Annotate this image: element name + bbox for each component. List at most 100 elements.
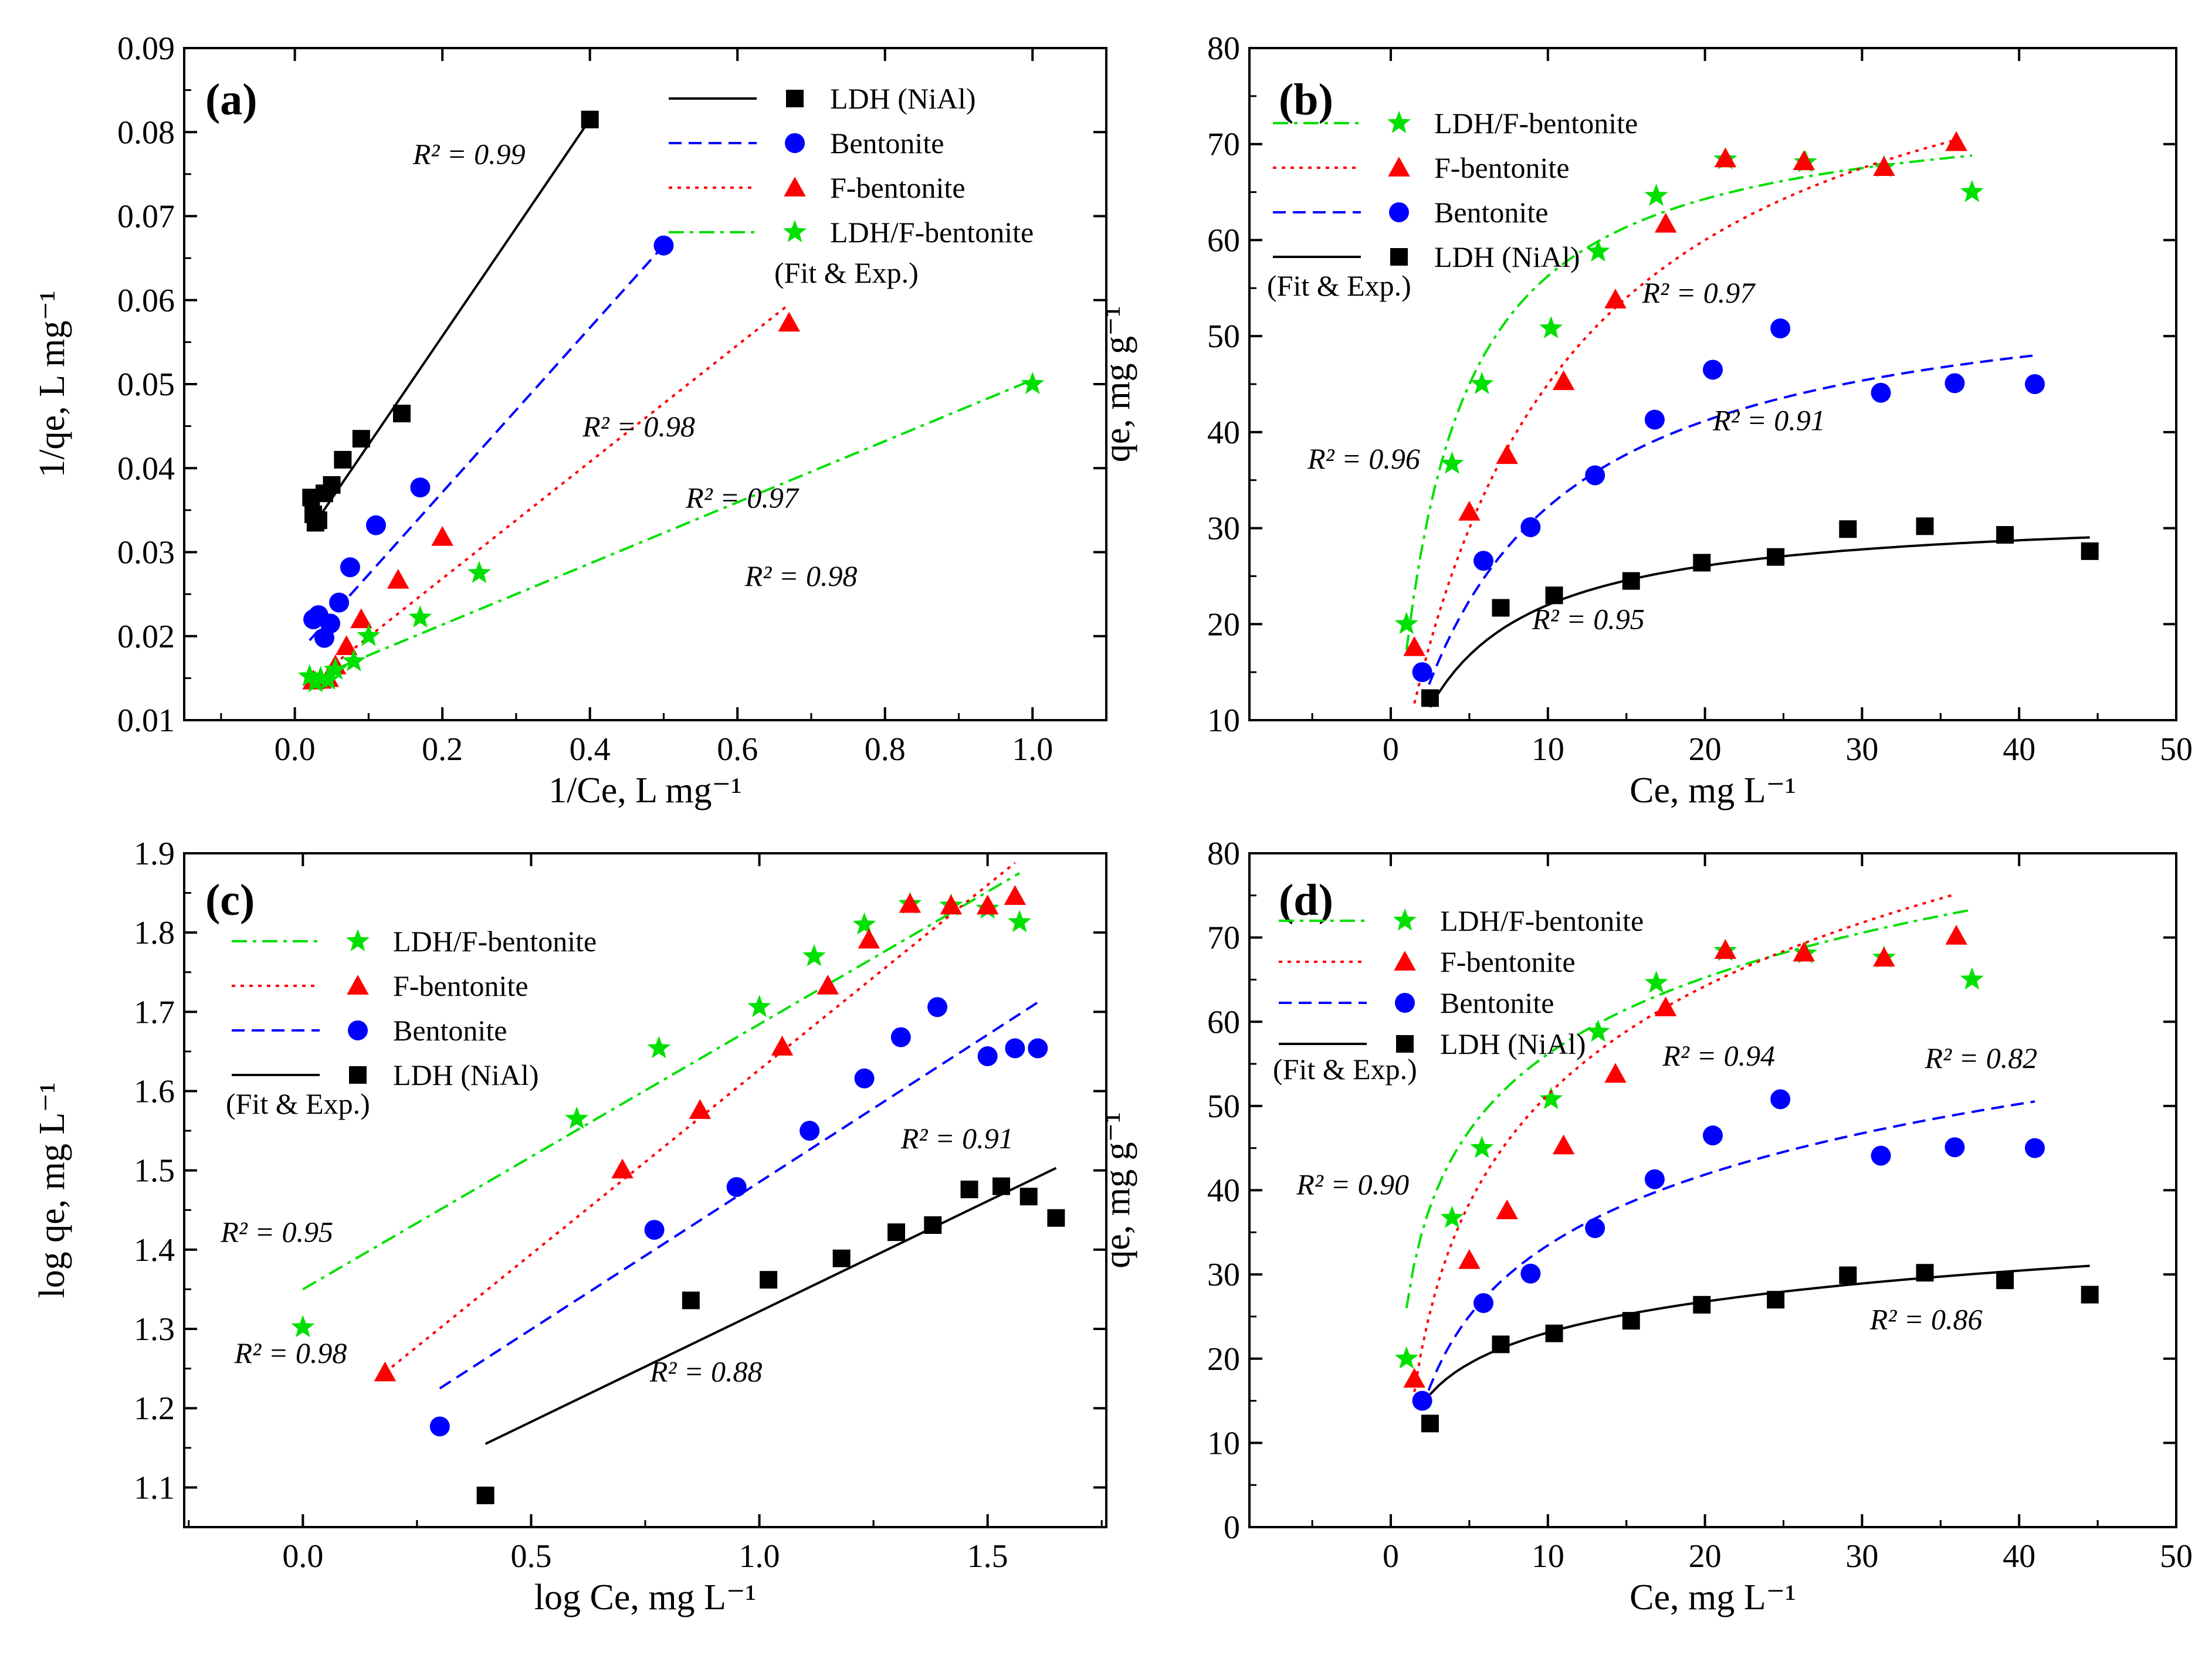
legend: LDH/F-bentonite F-bentonite Bentonite LDH (… (1273, 904, 1644, 1086)
r-squared-annotation: R² = 0.95 (1532, 602, 1645, 635)
data-point (778, 311, 800, 332)
data-point (1552, 1134, 1575, 1155)
y-tick-label: 0.02 (117, 619, 175, 655)
panel-d: 0 10 20 30 40 50 0 10 20 30 40 50 60 70 80 Ce, mg L⁻¹ qe… (1097, 836, 2193, 1617)
legend-marker (1389, 202, 1409, 222)
data-point (316, 667, 340, 690)
data-point (653, 235, 674, 256)
data-point (1960, 967, 1984, 990)
data-point (1916, 517, 1934, 535)
data-point (429, 1416, 450, 1437)
data-point (1552, 370, 1575, 391)
data-point (387, 569, 409, 589)
y-tick-label: 1.2 (134, 1390, 175, 1427)
legend-marker (784, 177, 806, 196)
legend-note: (Fit & Exp.) (774, 256, 919, 289)
y-tick-label: 0.08 (117, 114, 175, 151)
data-point (802, 944, 826, 966)
data-point (1644, 409, 1665, 430)
x-tick-label: 20 (1689, 731, 1722, 768)
data-point (1440, 1205, 1464, 1228)
y-tick-label: 60 (1207, 222, 1240, 259)
data-point (1496, 444, 1518, 464)
legend-marker (346, 929, 370, 951)
panel-label: (a) (205, 75, 258, 124)
data-point (1586, 239, 1610, 262)
data-point (291, 1315, 315, 1338)
data-point (1539, 316, 1563, 338)
data-point (1458, 500, 1481, 521)
x-tick-label: 50 (2160, 731, 2193, 768)
y-tick-label: 40 (1207, 1173, 1240, 1209)
legend-marker (783, 220, 807, 242)
y-tick-label: 1.5 (134, 1153, 175, 1189)
fit-line (1405, 908, 1973, 1308)
r-squared-annotation: R² = 0.94 (1662, 1039, 1775, 1072)
y-tick-label: 20 (1207, 606, 1240, 643)
series-3 (297, 372, 1045, 693)
y-tick-label: 80 (1207, 836, 1240, 872)
data-point (410, 477, 431, 498)
series-2 (1412, 1089, 2045, 1411)
fit-line (1413, 893, 1957, 1392)
data-point (747, 995, 771, 1017)
x-tick-label: 30 (1845, 1538, 1878, 1575)
data-point (940, 894, 963, 915)
data-point (1021, 372, 1045, 394)
x-tick-label: 10 (1532, 731, 1564, 768)
legend-label: F-bentonite (830, 171, 966, 204)
series-1 (374, 861, 1027, 1382)
y-axis-label: log qe, mg L⁻¹ (32, 1082, 72, 1298)
data-point (1839, 1266, 1857, 1284)
data-point (899, 893, 922, 913)
series-3 (476, 1166, 1065, 1504)
data-point (1047, 1209, 1065, 1227)
data-point (468, 561, 491, 584)
legend-label: F-bentonite (393, 969, 529, 1002)
data-point (1005, 1038, 1025, 1059)
r-squared-annotation: R² = 0.97 (1641, 276, 1756, 309)
y-tick-label: 70 (1207, 920, 1240, 957)
data-point (1693, 1295, 1711, 1314)
series-2 (1412, 318, 2045, 704)
y-tick-label: 0.04 (117, 450, 175, 487)
legend-marker (786, 90, 804, 107)
y-tick-label: 1.3 (134, 1311, 175, 1348)
data-point (927, 997, 948, 1017)
y-tick-label: 70 (1207, 127, 1240, 163)
y-tick-label: 40 (1207, 415, 1240, 451)
legend-marker (1393, 908, 1417, 931)
legend-marker (1390, 248, 1408, 266)
data-point (726, 1177, 747, 1198)
data-point (644, 1220, 665, 1240)
r-squared-annotation: R² = 0.86 (1869, 1303, 1983, 1335)
y-tick-label: 80 (1207, 30, 1240, 67)
data-point (1008, 910, 1032, 932)
data-point (1586, 1019, 1610, 1042)
data-point (960, 1181, 978, 1199)
panel-b: 0 10 20 30 40 50 10 20 30 40 50 60 70 80 Ce, mg L⁻¹ qe,… (1097, 30, 2193, 810)
x-tick-label: 0.0 (282, 1538, 323, 1575)
data-point (392, 405, 411, 423)
y-tick-label: 10 (1207, 1425, 1240, 1461)
y-tick-label: 20 (1207, 1341, 1240, 1378)
data-point (992, 1177, 1011, 1195)
data-point (976, 894, 999, 915)
y-tick-label: 1.9 (134, 836, 175, 872)
legend-marker (1394, 951, 1416, 971)
legend-marker (1395, 993, 1415, 1013)
data-point (323, 657, 347, 680)
data-point (1394, 1346, 1418, 1369)
data-point (1403, 1368, 1425, 1388)
data-point (1004, 885, 1027, 905)
legend-label: LDH/F-bentonite (393, 925, 597, 958)
y-tick-label: 0.01 (117, 703, 175, 739)
r-squared-annotation: R² = 0.97 (685, 481, 800, 514)
x-tick-label: 1.0 (1012, 731, 1053, 768)
data-point (1714, 939, 1737, 959)
data-point (342, 649, 366, 671)
legend-label: Bentonite (1434, 196, 1548, 229)
r-squared-annotation: R² = 0.88 (649, 1355, 763, 1388)
data-point (2024, 374, 2045, 394)
data-point (1421, 1415, 1439, 1433)
